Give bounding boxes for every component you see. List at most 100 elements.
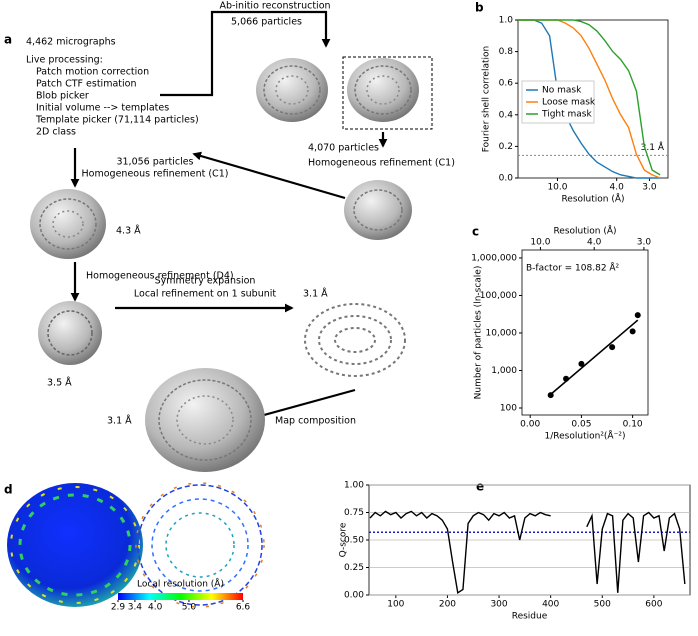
panel-label: b [475, 1, 484, 15]
resolution-label: 4.3 Å [116, 225, 141, 237]
y-tick-label: 0.00 [344, 591, 364, 601]
selection-box [342, 56, 433, 130]
step-text: Local refinement on 1 subunit [134, 289, 276, 300]
y-tick-label: 1,000 [491, 366, 517, 376]
y-tick-label: 0.50 [344, 536, 364, 546]
data-point [578, 360, 585, 367]
density-map [145, 368, 265, 472]
top-x-tick-label: 3.0 [637, 238, 652, 248]
annotation: B-factor = 108.82 Å² [526, 262, 620, 274]
plot-frame [521, 249, 649, 416]
fit-line [550, 319, 639, 396]
resolution-label: 3.1 Å [303, 288, 328, 300]
plot-frame [517, 19, 669, 179]
colorbar-title: Local resolution (Å) [137, 578, 224, 590]
x-tick-label: 200 [439, 600, 456, 610]
data-line [518, 19, 661, 179]
data-point [547, 392, 554, 399]
legend-label: Tight mask [541, 110, 592, 120]
x-axis-label: Resolution (Å) [561, 193, 624, 205]
y-tick-label: 0.6 [499, 79, 514, 89]
resolution-label: 3.5 Å [47, 377, 72, 389]
step-text: 4,462 micrographs [26, 37, 116, 48]
x-tick-label: 3.0 [642, 183, 657, 193]
legend-label: Loose mask [542, 98, 596, 108]
panel-label: c [472, 225, 479, 239]
y-tick-label: 100,000 [480, 291, 517, 301]
y-tick-label: 100 [500, 403, 517, 413]
step-text: Homogeneous refinement (C1) [82, 169, 229, 180]
panel-label: e [476, 480, 484, 494]
x-tick-label: 10.0 [547, 183, 567, 193]
y-tick-label: 1.0 [499, 16, 514, 26]
density-map [347, 58, 419, 122]
step-text: 2D class [36, 127, 76, 138]
data-line [369, 510, 686, 594]
step-text: Map composition [275, 416, 356, 427]
step-text: Ab-initio reconstruction [219, 1, 330, 12]
data-point [634, 312, 641, 319]
step-text: Patch motion correction [36, 67, 149, 78]
step-text: 4,070 particles [308, 143, 379, 154]
arrow [251, 388, 356, 421]
y-axis-label: Q-score [339, 522, 349, 557]
data-point [609, 344, 616, 351]
colorbar-tick-label: 6.6 [236, 603, 251, 613]
top-x-tick-label: 10.0 [530, 238, 550, 248]
arrow [160, 10, 331, 97]
x-tick-label: 500 [594, 600, 611, 610]
x-tick-label: 300 [490, 600, 507, 610]
y-tick-label: 1.00 [344, 481, 364, 491]
top-x-axis-label: Resolution (Å) [553, 225, 616, 237]
top-x-tick-label: 4.0 [587, 238, 602, 248]
x-axis-label: 1/Resolution²(Å⁻²) [545, 430, 626, 442]
y-tick-label: 0.75 [344, 508, 364, 518]
x-tick-label: 0.00 [520, 420, 540, 430]
y-tick-label: 10,000 [486, 328, 518, 338]
y-axis-label: Fourier shell correlation [482, 46, 492, 152]
colorbar-tick-label: 4.0 [148, 603, 163, 613]
step-text: Patch CTF estimation [36, 79, 136, 90]
density-map [344, 180, 412, 240]
local-map [304, 303, 406, 377]
density-map [256, 58, 328, 122]
colorbar-tick-label: 3.4 [128, 603, 143, 613]
step-text: Blob picker [36, 91, 89, 102]
step-text: Homogeneous refinement (D4) [86, 271, 234, 282]
arrow [192, 151, 346, 200]
step-text: Template picker (71,114 particles) [35, 115, 199, 126]
colorbar-tick-label: 5.0 [182, 603, 197, 613]
y-tick-label: 1,000,000 [471, 253, 517, 263]
step-text: Initial volume --> templates [36, 103, 169, 114]
y-tick-label: 0.2 [499, 142, 513, 152]
step-text: 31,056 particles [116, 157, 193, 168]
model-ribbon [135, 482, 265, 608]
colorbar-tick-label: 2.9 [111, 603, 126, 613]
step-text: Symmetry expansion [155, 276, 256, 287]
x-axis-label: Residue [512, 612, 548, 622]
density-map [30, 189, 106, 259]
resolution-label: 3.1 Å [107, 415, 132, 427]
data-point [563, 375, 570, 382]
step-text: Live processing: [26, 55, 103, 66]
y-tick-label: 0.4 [499, 110, 514, 120]
x-tick-label: 0.10 [623, 420, 643, 430]
y-tick-label: 0.25 [344, 563, 364, 573]
y-tick-label: 0.0 [499, 174, 514, 184]
colorbar [118, 593, 243, 600]
data-point [629, 328, 636, 335]
x-tick-label: 600 [645, 600, 662, 610]
threshold-label: 3.1 Å [641, 141, 665, 153]
x-tick-label: 400 [542, 600, 559, 610]
x-tick-label: 0.05 [571, 420, 591, 430]
step-text: 5,066 particles [231, 17, 302, 28]
x-tick-label: 4.0 [610, 183, 625, 193]
x-tick-label: 100 [387, 600, 404, 610]
density-map [38, 301, 102, 365]
y-axis-label: Number of particles (ln-scale) [474, 266, 484, 400]
local-resolution-map [7, 483, 143, 607]
panel-label: a [4, 33, 12, 47]
step-text: Homogeneous refinement (C1) [308, 158, 455, 169]
